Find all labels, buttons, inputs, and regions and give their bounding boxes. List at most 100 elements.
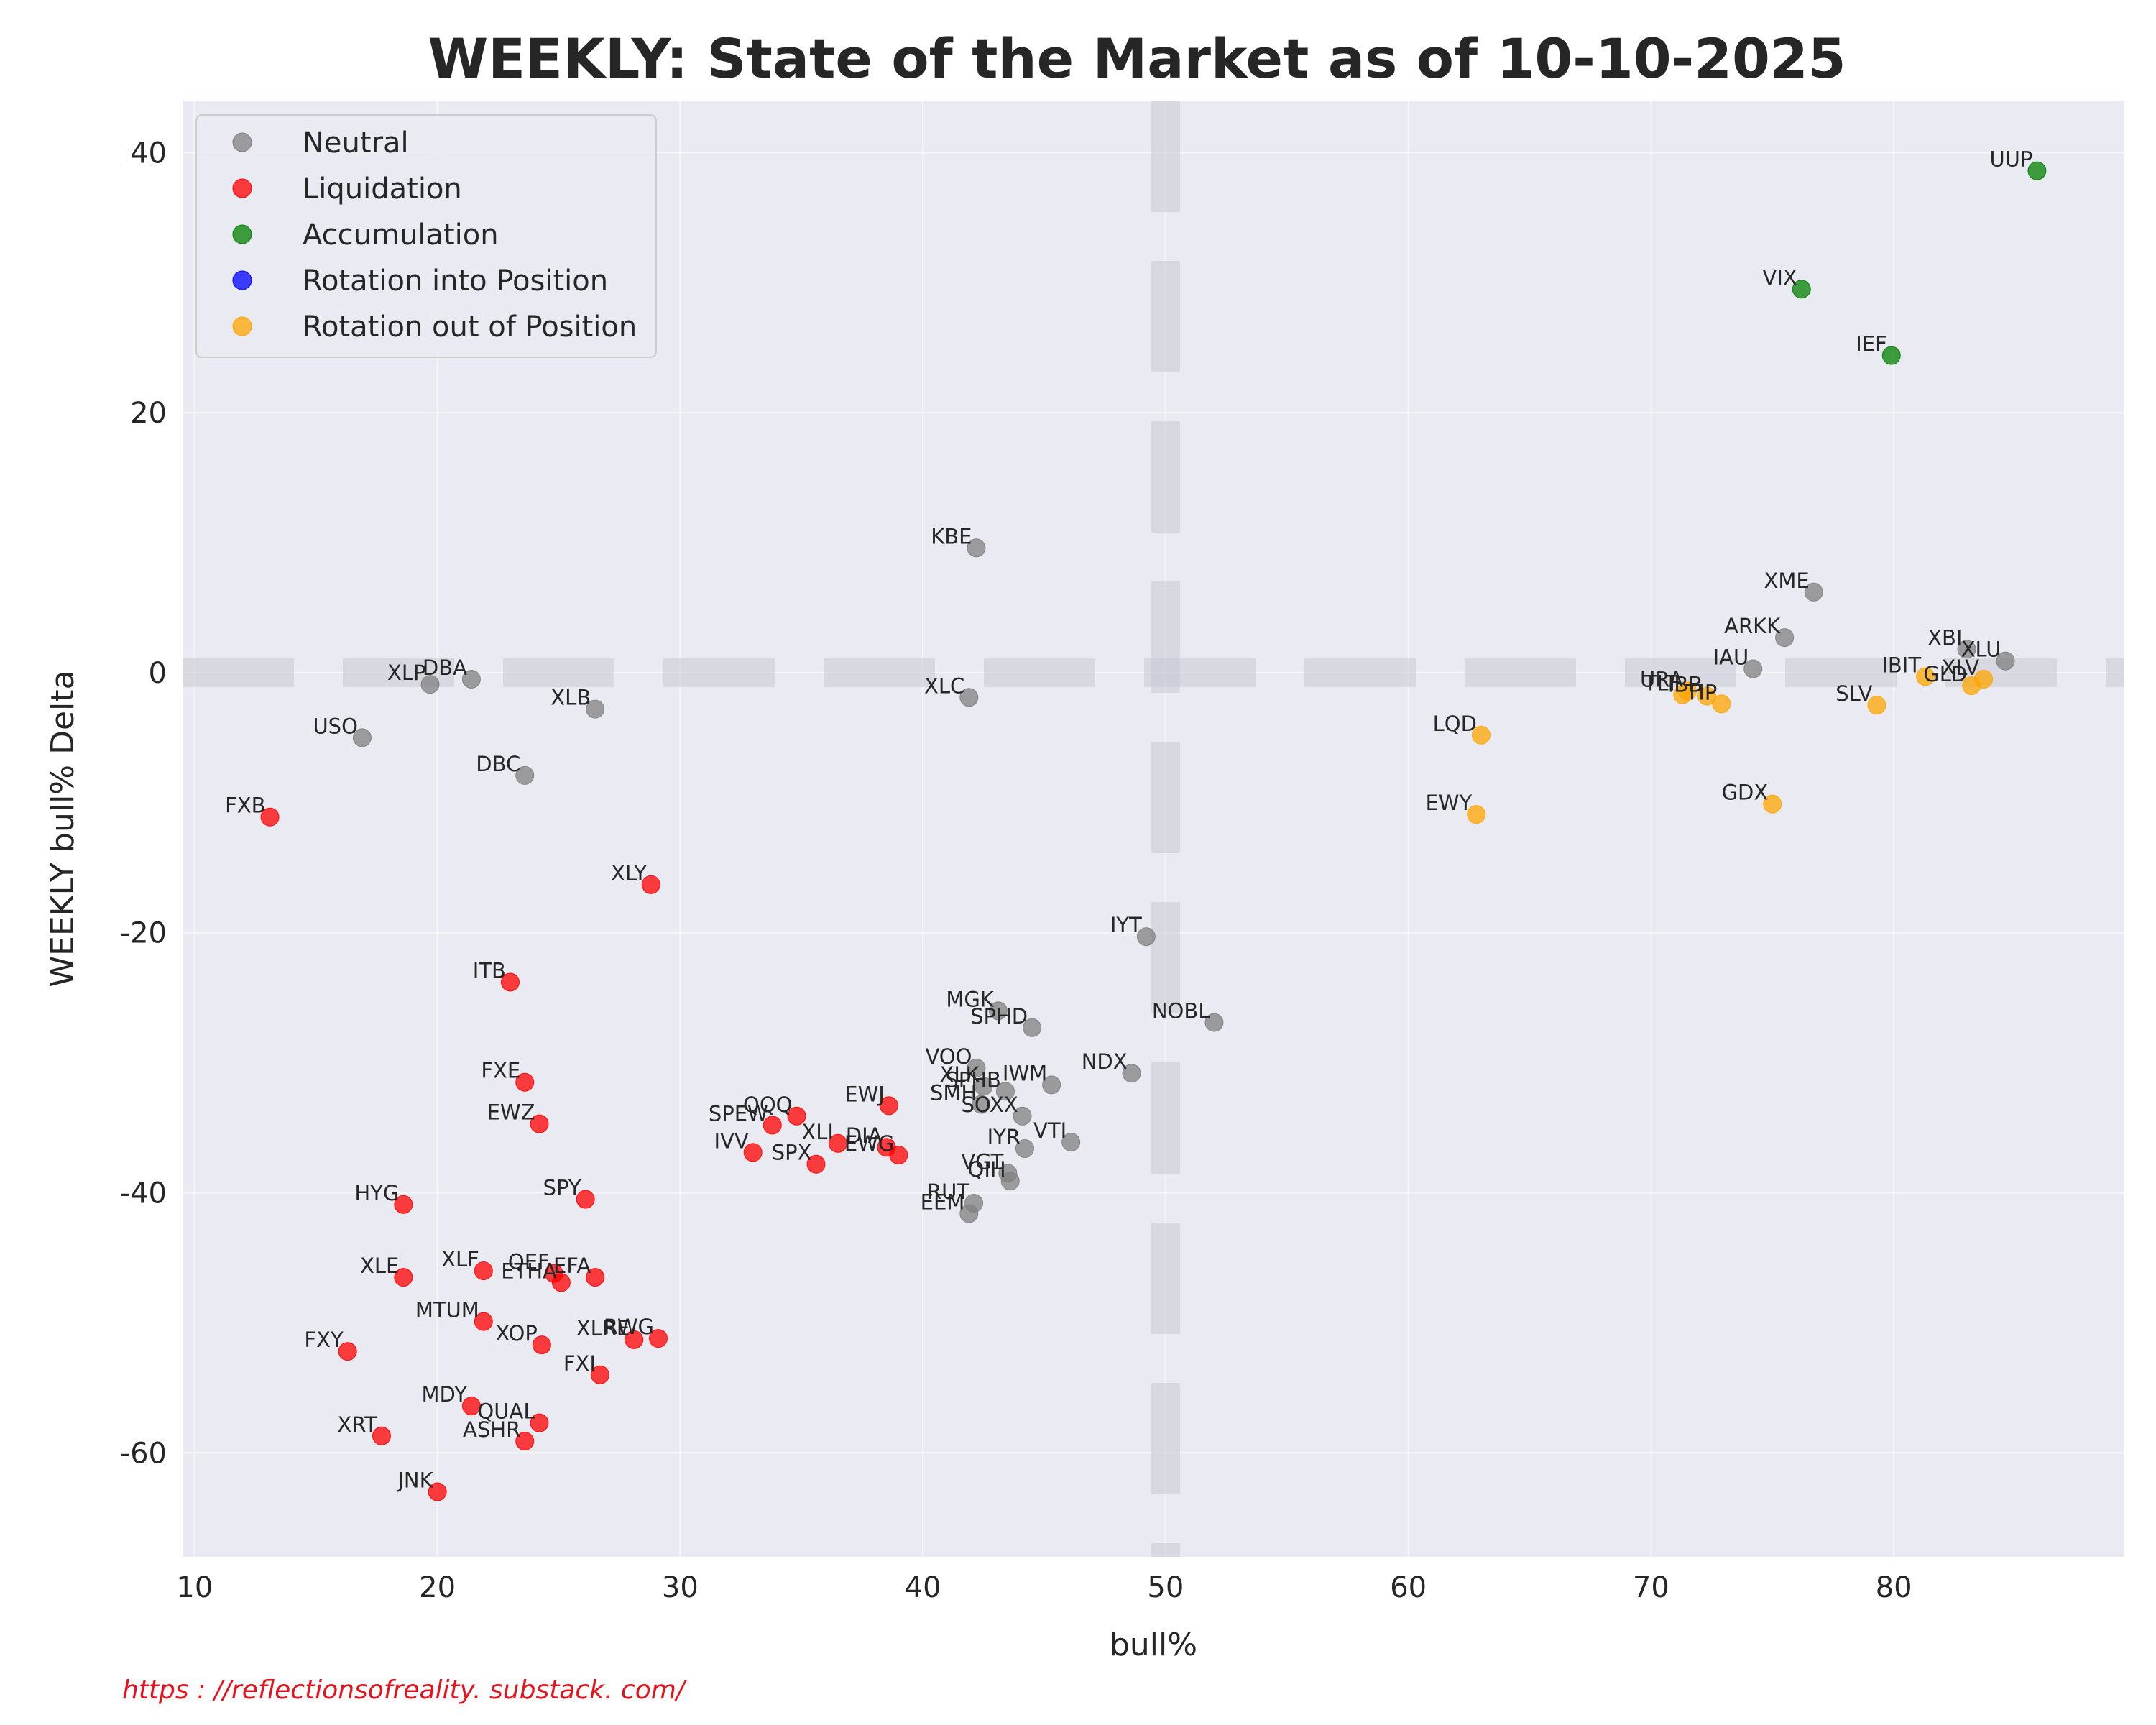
point-label: XLB (550, 686, 591, 710)
point-label: VTI (1033, 1118, 1067, 1143)
point-label: EFA (553, 1254, 591, 1278)
point-label: XBI (1927, 625, 1962, 650)
point-label: XME (1764, 569, 1809, 593)
x-tick-label: 50 (1147, 1571, 1184, 1604)
data-point (372, 1426, 391, 1445)
point-label: KBE (931, 524, 972, 548)
point-label: JNK (396, 1468, 433, 1493)
point-label: XLK (940, 1062, 980, 1087)
data-point (889, 1146, 908, 1165)
point-label: FXB (225, 794, 265, 818)
point-label: SPY (543, 1176, 581, 1200)
point-label: URA (1640, 667, 1683, 691)
data-point (1763, 794, 1782, 814)
data-point (586, 1268, 605, 1287)
legend-label: Rotation into Position (303, 264, 608, 298)
data-point (2027, 161, 2047, 180)
point-label: XLI (801, 1120, 834, 1144)
point-label: QUAL (477, 1399, 535, 1424)
point-label: XRT (337, 1412, 377, 1437)
data-point (1881, 346, 1901, 365)
y-tick-label: -40 (120, 1177, 167, 1210)
y-tick-label: 20 (130, 397, 167, 430)
y-axis-label: WEEKLY bull% Delta (45, 671, 81, 988)
point-label: ITB (473, 958, 506, 983)
data-point (1974, 669, 1994, 689)
point-label: VOO (925, 1044, 972, 1069)
data-point (586, 699, 605, 719)
legend-label: Rotation out of Position (303, 310, 637, 344)
data-point (1015, 1138, 1034, 1158)
data-point (1471, 725, 1491, 745)
point-label: ASHR (463, 1417, 520, 1442)
data-point (763, 1116, 782, 1135)
point-label: SOXX (961, 1092, 1018, 1117)
credit-url: https : //reflectionsofreality. substack… (122, 1675, 688, 1705)
point-label: EWZ (487, 1100, 535, 1125)
data-point (260, 807, 280, 827)
legend: Neutral Liquidation Accumulation Rotation i… (195, 114, 657, 358)
point-label: ETHA (501, 1259, 557, 1283)
data-point (590, 1365, 609, 1384)
data-point (1678, 681, 1697, 701)
point-label: FXE (481, 1059, 520, 1083)
data-point (1042, 1075, 1061, 1095)
chart-title: WEEKLY: State of the Market as of 10-10-… (428, 27, 1846, 91)
point-label: QEF (508, 1250, 550, 1274)
point-label: IBB (1668, 672, 1703, 696)
reference-lines (183, 101, 2124, 1557)
data-point (474, 1261, 493, 1281)
point-label: RUT (927, 1179, 969, 1204)
data-point (1996, 651, 2015, 671)
data-point (879, 1096, 898, 1116)
point-label: HYG (354, 1181, 399, 1205)
point-label: XLU (1961, 638, 2001, 662)
point-label: UUP (1989, 147, 2032, 172)
data-point (974, 1077, 993, 1096)
y-tick-label: 40 (130, 137, 167, 170)
point-label: IBIT (1881, 653, 1921, 677)
x-tick-label: 60 (1390, 1571, 1427, 1604)
point-label: IVV (714, 1128, 748, 1153)
point-label: EEM (921, 1190, 965, 1214)
y-tick-label: -60 (120, 1437, 167, 1470)
point-label: NOBL (1152, 999, 1210, 1024)
point-label: XLV (1941, 656, 1979, 680)
data-point (1867, 696, 1886, 715)
point-label: SPHB (945, 1067, 1001, 1092)
point-label: XLRE (576, 1316, 630, 1340)
point-label: DIA (846, 1123, 883, 1148)
point-label: GDX (1722, 781, 1769, 805)
point-label: LQD (1433, 712, 1477, 736)
point-label: VGT (961, 1149, 1003, 1174)
point-label: MTUM (415, 1298, 479, 1322)
data-point (972, 1095, 991, 1114)
data-point (959, 1204, 979, 1223)
data-point (625, 1330, 644, 1349)
x-tick-label: 80 (1876, 1571, 1912, 1604)
data-point (394, 1195, 413, 1214)
data-point (787, 1106, 806, 1126)
data-point (515, 1072, 535, 1092)
legend-marker (232, 132, 252, 152)
data-point (959, 688, 979, 707)
point-label: QQQ (743, 1092, 792, 1117)
data-point (1916, 667, 1935, 686)
point-label: USO (313, 714, 357, 738)
data-point (530, 1114, 549, 1133)
point-label: XLY (611, 861, 647, 886)
point-label: XOP (496, 1321, 538, 1346)
data-point (1697, 686, 1717, 706)
data-point (995, 1082, 1015, 1101)
legend-marker (232, 270, 252, 290)
point-label: VIX (1763, 265, 1797, 290)
legend-marker (232, 178, 252, 198)
data-point (1792, 280, 1811, 299)
data-point (1013, 1106, 1032, 1126)
point-label: MGK (946, 987, 994, 1011)
point-label: IWM (1003, 1061, 1047, 1085)
data-point (394, 1268, 413, 1287)
point-label: GLD (1923, 662, 1967, 686)
data-point (967, 538, 986, 558)
